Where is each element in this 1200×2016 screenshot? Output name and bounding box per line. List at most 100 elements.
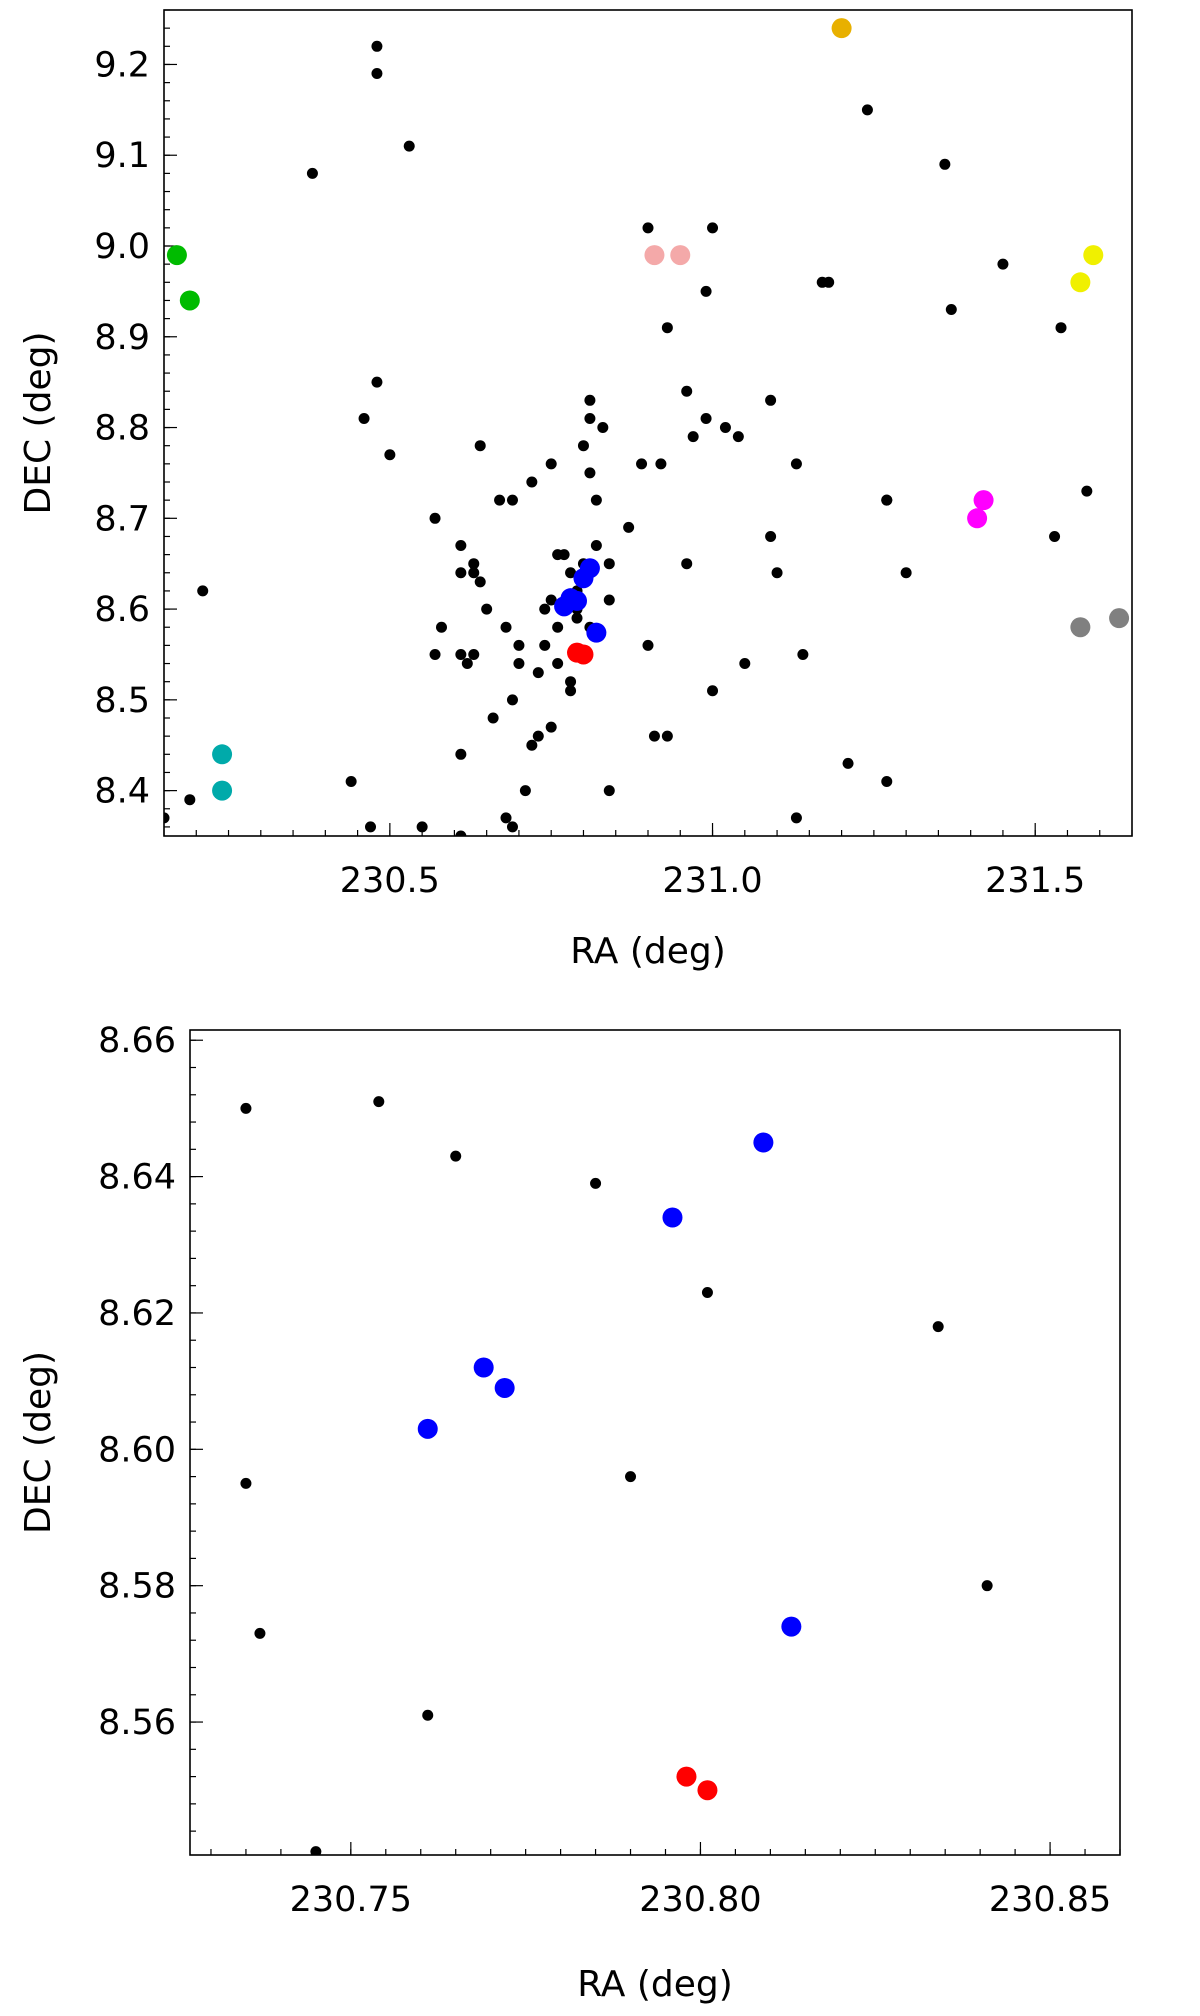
highlighted-point xyxy=(670,245,691,266)
data-point xyxy=(416,821,428,833)
highlighted-point xyxy=(494,1377,515,1398)
data-point xyxy=(584,394,596,406)
data-point xyxy=(681,385,693,397)
data-point xyxy=(939,158,951,170)
data-point xyxy=(590,1177,602,1189)
data-point xyxy=(590,540,602,552)
data-point xyxy=(197,585,209,597)
data-point xyxy=(358,412,370,424)
data-point xyxy=(636,458,648,470)
data-point xyxy=(881,776,893,788)
data-point xyxy=(240,1477,252,1489)
y-tick-label: 8.7 xyxy=(94,499,150,539)
x-axis-title: RA (deg) xyxy=(577,1964,733,2005)
data-point xyxy=(487,712,499,724)
y-tick-label: 8.60 xyxy=(98,1430,176,1470)
data-point xyxy=(881,494,893,506)
data-points xyxy=(164,18,1130,836)
data-point xyxy=(707,222,719,234)
highlighted-point xyxy=(212,744,233,765)
data-point xyxy=(500,812,512,824)
highlighted-point xyxy=(662,1207,683,1228)
data-point xyxy=(565,567,577,579)
data-point xyxy=(184,794,196,806)
highlighted-point xyxy=(166,245,187,266)
data-point xyxy=(584,412,596,424)
data-point xyxy=(603,785,615,797)
plot-frame xyxy=(189,1029,1121,1856)
data-point xyxy=(306,167,318,179)
y-tick-label: 9.0 xyxy=(94,227,150,267)
data-point xyxy=(429,512,441,524)
data-point xyxy=(455,648,467,660)
x-tick-label: 230.80 xyxy=(639,1880,761,1920)
data-point xyxy=(474,576,486,588)
data-point xyxy=(739,658,751,670)
plot-frame xyxy=(163,9,1133,837)
x-tick-label: 231.5 xyxy=(985,861,1085,901)
data-point xyxy=(648,730,660,742)
highlighted-point xyxy=(753,1132,774,1153)
data-point xyxy=(790,458,802,470)
data-point xyxy=(765,530,777,542)
data-point xyxy=(455,830,467,836)
data-point xyxy=(687,431,699,443)
data-point xyxy=(500,621,512,633)
data-point xyxy=(790,812,802,824)
y-axis-title: DEC (deg) xyxy=(18,1351,59,1534)
data-point xyxy=(765,394,777,406)
highlighted-point xyxy=(212,780,233,801)
highlighted-point xyxy=(1109,608,1130,629)
data-point xyxy=(732,431,744,443)
highlighted-point xyxy=(473,1357,494,1378)
data-point xyxy=(519,785,531,797)
data-point xyxy=(681,558,693,570)
data-point xyxy=(590,494,602,506)
highlighted-point xyxy=(1070,272,1091,293)
highlighted-point xyxy=(644,245,665,266)
data-point xyxy=(1049,530,1061,542)
y-tick-label: 8.58 xyxy=(98,1567,176,1607)
data-point xyxy=(552,658,564,670)
data-point xyxy=(661,730,673,742)
highlighted-point xyxy=(586,622,607,643)
y-tick-label: 9.2 xyxy=(94,45,150,85)
data-point xyxy=(371,68,383,80)
data-point xyxy=(565,685,577,697)
data-point xyxy=(468,558,480,570)
data-point xyxy=(506,494,518,506)
data-point xyxy=(371,376,383,388)
y-axis-title: DEC (deg) xyxy=(18,332,59,515)
data-point xyxy=(545,594,557,606)
data-point xyxy=(642,222,654,234)
data-point xyxy=(481,603,493,615)
y-tick-label: 9.1 xyxy=(94,136,150,176)
highlighted-point xyxy=(567,590,588,611)
data-point xyxy=(932,1321,944,1333)
data-point xyxy=(707,685,719,697)
data-point xyxy=(700,412,712,424)
highlighted-point xyxy=(179,290,200,311)
data-point xyxy=(532,730,544,742)
highlighted-point xyxy=(1070,617,1091,638)
y-tick-label: 8.8 xyxy=(94,409,150,449)
data-point xyxy=(455,567,467,579)
data-point xyxy=(450,1150,462,1162)
highlighted-point xyxy=(676,1766,697,1787)
highlighted-point xyxy=(417,1418,438,1439)
ticks xyxy=(163,9,1133,836)
data-point xyxy=(1055,322,1067,334)
data-point xyxy=(545,721,557,733)
data-point xyxy=(373,1096,385,1108)
highlighted-point xyxy=(697,1780,718,1801)
data-points xyxy=(240,1096,993,1855)
data-point xyxy=(1081,485,1093,497)
data-point xyxy=(661,322,673,334)
y-tick-label: 8.56 xyxy=(98,1703,176,1743)
overview-scatter-panel: 230.5 231.0 231.5 8.4 8.5 8.6 8.7 8.8 8.9 9.0 9.1 9… xyxy=(18,9,1133,972)
x-axis-title: RA (deg) xyxy=(570,931,726,972)
data-point xyxy=(597,422,609,434)
y-tick-label: 8.9 xyxy=(94,318,150,358)
data-point xyxy=(403,140,415,152)
